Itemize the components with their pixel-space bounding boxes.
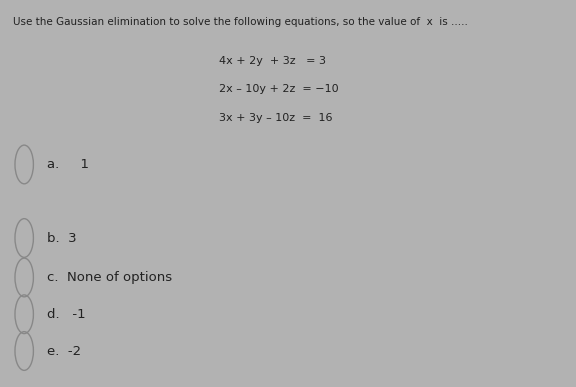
Text: 3x + 3y – 10z  =  16: 3x + 3y – 10z = 16 [219,113,332,123]
Text: 4x + 2y  + 3z   = 3: 4x + 2y + 3z = 3 [219,56,326,66]
Text: 2x – 10y + 2z  = −10: 2x – 10y + 2z = −10 [219,84,339,94]
Text: e.  -2: e. -2 [47,344,81,358]
Text: Use the Gaussian elimination to solve the following equations, so the value of  : Use the Gaussian elimination to solve th… [13,17,468,27]
Text: c.  None of options: c. None of options [47,271,172,284]
Text: b.  3: b. 3 [47,231,77,245]
Text: a.     1: a. 1 [47,158,89,171]
Text: d.   -1: d. -1 [47,308,86,321]
